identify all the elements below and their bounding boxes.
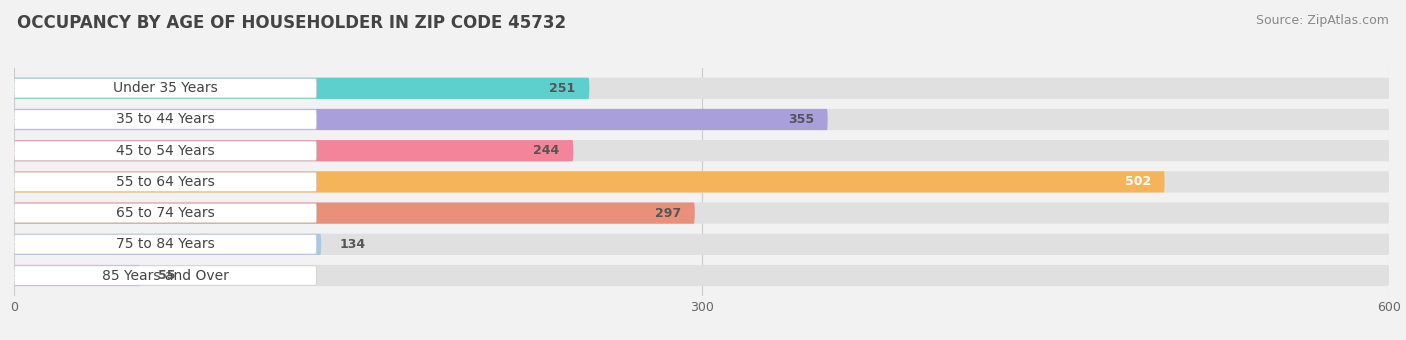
Text: 244: 244 bbox=[533, 144, 560, 157]
Text: 297: 297 bbox=[655, 207, 681, 220]
FancyBboxPatch shape bbox=[14, 265, 1389, 286]
FancyBboxPatch shape bbox=[14, 203, 695, 224]
FancyBboxPatch shape bbox=[14, 79, 316, 98]
FancyBboxPatch shape bbox=[14, 203, 316, 223]
Text: 35 to 44 Years: 35 to 44 Years bbox=[117, 113, 215, 126]
Text: 75 to 84 Years: 75 to 84 Years bbox=[115, 237, 215, 251]
FancyBboxPatch shape bbox=[14, 140, 574, 161]
Text: 45 to 54 Years: 45 to 54 Years bbox=[117, 144, 215, 158]
Text: Under 35 Years: Under 35 Years bbox=[112, 81, 218, 95]
FancyBboxPatch shape bbox=[14, 78, 589, 99]
Text: 502: 502 bbox=[1125, 175, 1150, 188]
FancyBboxPatch shape bbox=[14, 172, 316, 191]
Text: 55 to 64 Years: 55 to 64 Years bbox=[115, 175, 215, 189]
FancyBboxPatch shape bbox=[14, 110, 316, 129]
Text: 134: 134 bbox=[339, 238, 366, 251]
FancyBboxPatch shape bbox=[14, 109, 828, 130]
FancyBboxPatch shape bbox=[14, 203, 1389, 224]
FancyBboxPatch shape bbox=[14, 171, 1164, 192]
FancyBboxPatch shape bbox=[14, 234, 321, 255]
FancyBboxPatch shape bbox=[14, 235, 316, 254]
Text: OCCUPANCY BY AGE OF HOUSEHOLDER IN ZIP CODE 45732: OCCUPANCY BY AGE OF HOUSEHOLDER IN ZIP C… bbox=[17, 14, 567, 32]
Text: 85 Years and Over: 85 Years and Over bbox=[101, 269, 229, 283]
FancyBboxPatch shape bbox=[14, 266, 316, 285]
Text: 355: 355 bbox=[787, 113, 814, 126]
Text: 55: 55 bbox=[159, 269, 176, 282]
FancyBboxPatch shape bbox=[14, 234, 1389, 255]
FancyBboxPatch shape bbox=[14, 141, 316, 160]
FancyBboxPatch shape bbox=[14, 265, 141, 286]
FancyBboxPatch shape bbox=[14, 109, 1389, 130]
FancyBboxPatch shape bbox=[14, 78, 1389, 99]
Text: 65 to 74 Years: 65 to 74 Years bbox=[115, 206, 215, 220]
FancyBboxPatch shape bbox=[14, 140, 1389, 161]
Text: 251: 251 bbox=[550, 82, 575, 95]
FancyBboxPatch shape bbox=[14, 171, 1389, 192]
Text: Source: ZipAtlas.com: Source: ZipAtlas.com bbox=[1256, 14, 1389, 27]
